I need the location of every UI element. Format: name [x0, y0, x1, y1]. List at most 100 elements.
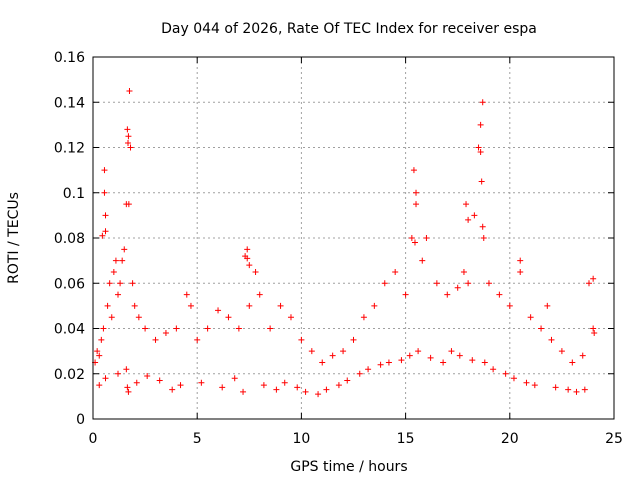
data-point	[479, 223, 486, 230]
data-point	[510, 375, 517, 382]
data-point	[94, 348, 101, 355]
data-point	[101, 167, 108, 174]
data-point	[579, 352, 586, 359]
data-point	[423, 235, 430, 241]
data-point	[475, 144, 482, 151]
data-point	[406, 352, 413, 359]
y-axis-label: ROTI / TECUs	[6, 192, 22, 284]
data-point	[591, 330, 598, 337]
data-point	[340, 348, 347, 355]
data-point	[590, 275, 597, 282]
data-point	[115, 291, 122, 298]
data-point	[240, 388, 247, 395]
data-point	[360, 314, 367, 321]
data-point	[194, 336, 201, 343]
data-point	[531, 382, 538, 389]
data-point	[502, 370, 509, 377]
data-point	[121, 246, 128, 253]
data-point	[465, 280, 472, 287]
data-point	[552, 384, 559, 391]
data-point	[144, 373, 151, 380]
data-point	[115, 370, 122, 377]
data-point	[585, 280, 592, 287]
data-point	[123, 366, 130, 373]
data-point	[177, 382, 184, 389]
data-point	[371, 302, 378, 309]
data-point	[119, 257, 126, 264]
y-tick-label: 0.16	[54, 50, 85, 66]
data-point	[569, 359, 576, 366]
data-point	[538, 325, 545, 332]
data-point	[480, 235, 487, 241]
data-point	[256, 291, 263, 298]
data-point	[231, 375, 238, 382]
y-tick-label: 0.1	[63, 186, 85, 202]
scatter-points	[92, 87, 598, 398]
data-point	[98, 336, 105, 343]
data-point	[490, 366, 497, 373]
data-point	[456, 352, 463, 359]
data-point	[162, 330, 169, 337]
data-point	[413, 201, 420, 208]
data-point	[315, 391, 322, 398]
data-point	[131, 302, 138, 309]
data-point	[108, 314, 115, 321]
data-point	[246, 262, 253, 269]
data-point	[410, 167, 417, 174]
data-point	[392, 268, 399, 275]
data-point	[448, 348, 455, 355]
data-point	[244, 255, 251, 262]
data-point	[125, 201, 132, 208]
data-point	[463, 201, 470, 208]
data-point	[413, 189, 420, 196]
data-point	[246, 302, 253, 309]
data-point	[323, 386, 330, 393]
x-tick-label: 25	[605, 431, 623, 447]
data-point	[267, 325, 274, 332]
data-point	[319, 359, 326, 366]
data-point	[350, 336, 357, 343]
chart-title: Day 044 of 2026, Rate Of TEC Index for r…	[161, 21, 537, 37]
data-point	[573, 388, 580, 395]
data-point	[96, 352, 103, 359]
data-point	[129, 280, 136, 287]
data-point	[427, 354, 434, 361]
y-tick-label: 0	[76, 412, 85, 428]
data-point	[126, 87, 133, 94]
data-point	[496, 291, 503, 298]
data-point	[102, 375, 109, 382]
data-point	[329, 352, 336, 359]
data-point	[385, 359, 392, 366]
data-point	[215, 307, 222, 314]
x-tick-label: 0	[89, 431, 98, 447]
y-tick-label: 0.12	[54, 141, 85, 157]
data-point	[302, 388, 309, 395]
data-point	[127, 144, 134, 151]
data-point	[460, 268, 467, 275]
data-point	[479, 99, 486, 106]
data-point	[110, 268, 117, 275]
data-point	[433, 280, 440, 287]
y-tick-label: 0.04	[54, 322, 85, 338]
data-point	[281, 379, 288, 386]
data-point	[365, 366, 372, 373]
data-point	[411, 239, 418, 246]
grid	[93, 57, 614, 419]
data-point	[517, 268, 524, 275]
x-tick-label: 10	[292, 431, 310, 447]
x-tick-label: 20	[501, 431, 519, 447]
data-point	[565, 386, 572, 393]
data-point	[440, 359, 447, 366]
data-point	[477, 149, 484, 156]
data-point	[454, 284, 461, 291]
data-point	[356, 370, 363, 377]
data-point	[142, 325, 149, 332]
data-point	[402, 291, 409, 298]
y-tick-label: 0.14	[54, 95, 85, 111]
data-point	[581, 386, 588, 393]
data-point	[590, 325, 597, 332]
data-point	[506, 302, 513, 309]
data-point	[548, 336, 555, 343]
data-point	[100, 325, 107, 332]
